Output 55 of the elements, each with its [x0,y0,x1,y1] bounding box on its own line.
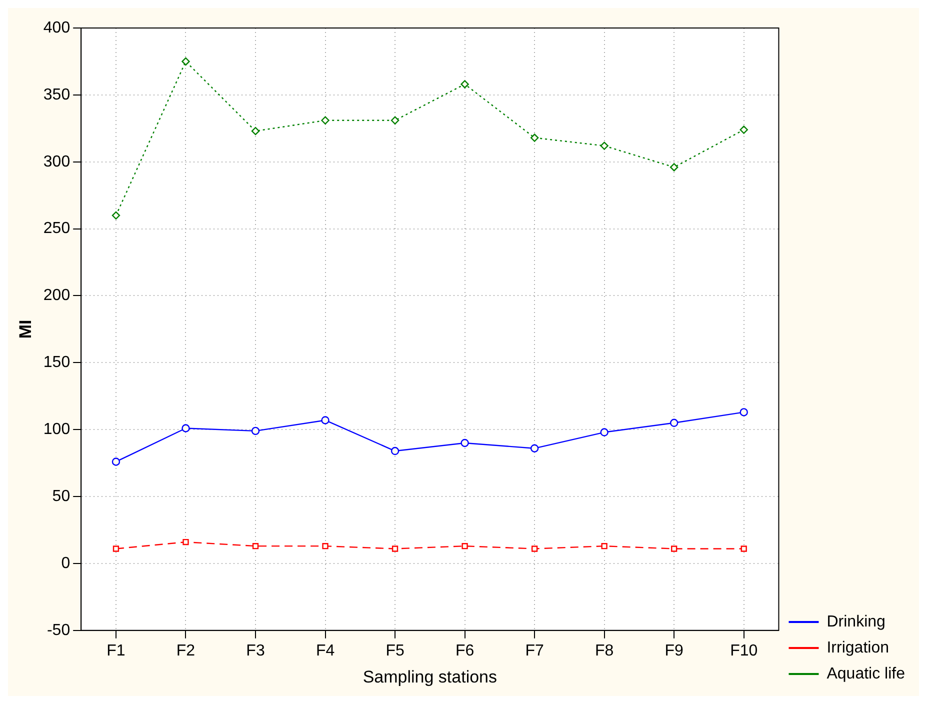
legend-label: Drinking [826,613,886,630]
x-tick-label: F8 [594,642,614,660]
point [390,116,400,124]
x-tick-label: F1 [106,642,126,660]
point [740,126,748,134]
y-axis-title: MI [16,320,35,339]
y-tick-label: 350 [43,86,70,104]
y-tick-label: 300 [43,153,70,170]
point [252,542,259,550]
y-tick-label: 250 [43,220,70,238]
point [460,80,469,88]
y-tick-label: 200 [43,287,70,304]
x-tick-label: F4 [316,642,335,660]
x-axis-title: Sampling stations [362,667,498,686]
legend-label: Aquatic life [826,665,906,682]
y-tick-label: -50 [46,622,70,639]
point [530,134,539,142]
x-tick-label: F2 [176,642,196,660]
point [112,546,120,552]
point [390,446,400,456]
point [321,116,330,124]
point [182,424,190,432]
point [601,542,608,550]
point [740,546,747,552]
point [462,542,468,550]
point [600,142,608,150]
point [112,458,120,466]
point [392,546,398,552]
y-tick-label: 150 [43,354,70,372]
y-tick-label: 50 [52,488,70,505]
point [112,211,120,220]
x-tick-label: F9 [664,642,684,660]
point [740,408,748,416]
x-tick-label: F3 [246,642,265,660]
point [251,126,260,136]
x-tick-label: F10 [730,642,758,660]
point [600,428,608,436]
y-tick-label: 100 [43,421,70,438]
point [322,542,328,550]
legend-label: Irrigation [826,639,889,656]
point [251,426,260,436]
x-tick-label: F6 [455,642,474,660]
point [670,418,678,428]
point [460,438,469,448]
y-tick-label: 400 [43,19,70,36]
point [531,546,538,552]
x-tick-label: F7 [525,642,544,660]
point [321,416,330,424]
point [671,546,678,552]
point [670,163,678,172]
point [530,444,539,452]
y-tick-label: 0 [61,554,70,572]
x-tick-label: F5 [386,642,404,660]
point [182,57,190,66]
point [182,538,189,546]
